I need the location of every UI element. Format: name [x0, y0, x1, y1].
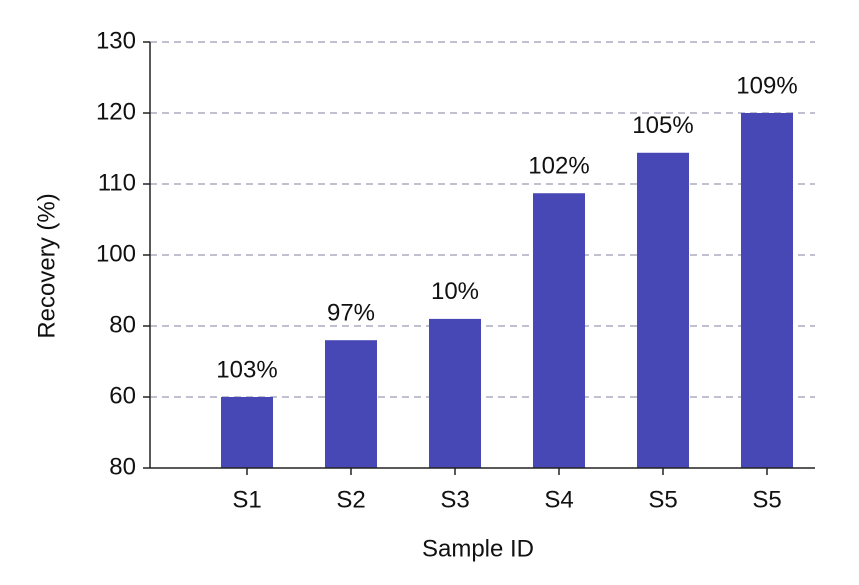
y-tick-label: 130 — [96, 27, 136, 54]
x-tick-label: S2 — [336, 486, 365, 513]
x-axis-label: Sample ID — [422, 535, 534, 562]
x-tick-label: S5 — [752, 486, 781, 513]
y-tick-label: 80 — [109, 311, 136, 338]
x-tick-label: S3 — [440, 486, 469, 513]
bar — [221, 397, 273, 468]
x-tick-label: S1 — [232, 486, 261, 513]
y-tick-label: 100 — [96, 240, 136, 267]
annotation: 105% — [632, 112, 693, 139]
annotation: 10% — [431, 278, 479, 305]
y-tick-label: 60 — [109, 382, 136, 409]
annotation: 109% — [736, 72, 797, 99]
y-axis-label: Recovery (%) — [33, 193, 60, 338]
x-tick-label: S5 — [648, 486, 677, 513]
x-tick-label: S4 — [544, 486, 573, 513]
annotation: 103% — [216, 356, 277, 383]
bar — [533, 193, 585, 469]
y-tick-label: 80 — [109, 453, 136, 480]
y-tick-label: 110 — [98, 169, 136, 196]
y-tick-label: 120 — [96, 98, 136, 125]
annotation: 97% — [327, 300, 375, 327]
bar — [429, 318, 481, 468]
bar — [637, 152, 689, 468]
annotation: 102% — [528, 153, 589, 180]
bar — [741, 113, 793, 468]
bar — [325, 340, 377, 468]
